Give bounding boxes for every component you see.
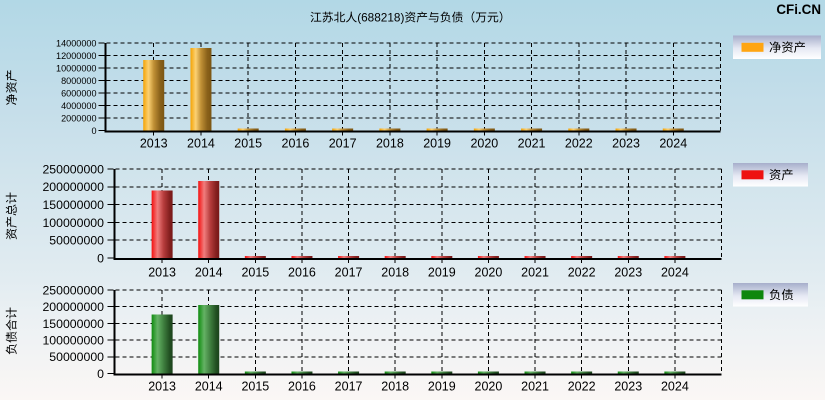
svg-text:0: 0 <box>91 126 96 136</box>
svg-text:(688218): (688218) <box>357 11 404 25</box>
svg-text:2017: 2017 <box>335 266 363 280</box>
svg-text:2013: 2013 <box>148 380 176 394</box>
svg-text:6000000: 6000000 <box>61 88 96 98</box>
svg-text:2017: 2017 <box>335 380 363 394</box>
svg-text:2016: 2016 <box>288 380 316 394</box>
svg-text:50000000: 50000000 <box>49 350 104 364</box>
svg-text:2014: 2014 <box>187 137 215 151</box>
svg-text:2016: 2016 <box>282 137 310 151</box>
svg-text:50000000: 50000000 <box>49 234 104 248</box>
svg-text:2022: 2022 <box>565 137 593 151</box>
svg-text:2017: 2017 <box>329 137 357 151</box>
svg-text:12000000: 12000000 <box>56 51 96 61</box>
svg-text:2021: 2021 <box>521 380 549 394</box>
svg-text:14000000: 14000000 <box>56 38 96 48</box>
svg-text:2024: 2024 <box>659 137 687 151</box>
svg-text:2019: 2019 <box>423 137 451 151</box>
svg-text:200000000: 200000000 <box>42 300 104 314</box>
svg-text:2022: 2022 <box>568 266 596 280</box>
svg-text:2013: 2013 <box>140 137 168 151</box>
svg-text:2018: 2018 <box>376 137 404 151</box>
svg-text:2023: 2023 <box>614 380 642 394</box>
svg-text:10000000: 10000000 <box>56 63 96 73</box>
svg-text:100000000: 100000000 <box>42 334 104 348</box>
svg-text:CFi.CN: CFi.CN <box>776 2 821 17</box>
svg-text:100000000: 100000000 <box>42 216 104 230</box>
svg-text:2021: 2021 <box>518 137 546 151</box>
svg-text:200000000: 200000000 <box>42 180 104 194</box>
svg-text:2020: 2020 <box>475 380 503 394</box>
svg-text:2019: 2019 <box>428 380 456 394</box>
svg-text:2023: 2023 <box>614 266 642 280</box>
svg-text:2021: 2021 <box>521 266 549 280</box>
svg-text:2020: 2020 <box>475 266 503 280</box>
svg-text:2019: 2019 <box>428 266 456 280</box>
svg-text:2014: 2014 <box>195 266 223 280</box>
svg-text:2020: 2020 <box>470 137 498 151</box>
svg-text:2024: 2024 <box>661 380 689 394</box>
svg-text:4000000: 4000000 <box>61 101 96 111</box>
svg-text:2000000: 2000000 <box>61 113 96 123</box>
svg-text:2018: 2018 <box>381 266 409 280</box>
svg-text:2022: 2022 <box>568 380 596 394</box>
svg-text:2015: 2015 <box>241 380 269 394</box>
svg-text:150000000: 150000000 <box>42 198 104 212</box>
svg-text:2024: 2024 <box>661 266 689 280</box>
svg-text:250000000: 250000000 <box>42 283 104 297</box>
svg-text:2016: 2016 <box>288 266 316 280</box>
svg-text:2015: 2015 <box>234 137 262 151</box>
svg-text:2018: 2018 <box>381 380 409 394</box>
svg-text:0: 0 <box>97 251 104 265</box>
svg-text:250000000: 250000000 <box>42 162 104 176</box>
svg-text:2013: 2013 <box>148 266 176 280</box>
svg-text:2014: 2014 <box>195 380 223 394</box>
svg-text:2023: 2023 <box>612 137 640 151</box>
svg-text:0: 0 <box>97 367 104 381</box>
svg-text:8000000: 8000000 <box>61 76 96 86</box>
svg-text:150000000: 150000000 <box>42 317 104 331</box>
svg-text:2015: 2015 <box>241 266 269 280</box>
